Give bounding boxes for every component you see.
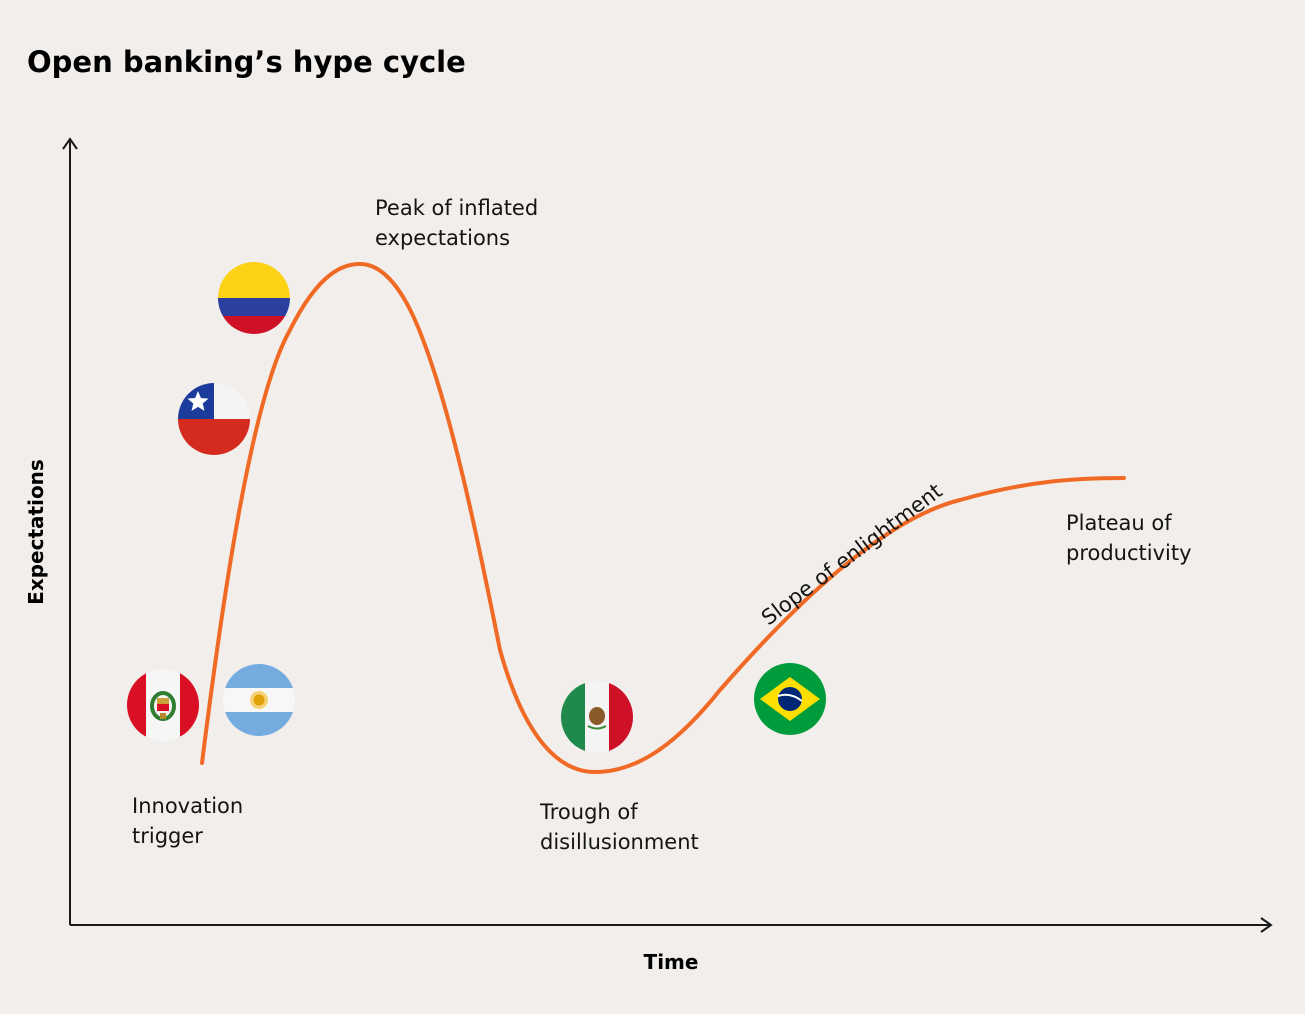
phase-peak-of-inflated-expectations: Peak of inflated expectations — [375, 196, 545, 250]
phase-trough-of-disillusionment: Trough of disillusionment — [539, 800, 699, 854]
x-axis-arrow-icon — [1260, 917, 1273, 933]
brazil-flag-icon — [754, 663, 826, 735]
mexico-flag-icon — [561, 681, 633, 753]
phase-slope-of-enlightenment: Slope of enlightment — [757, 479, 947, 630]
x-axis-label: Time — [644, 950, 699, 974]
y-axis-arrow-icon — [62, 137, 78, 150]
argentina-flag-icon — [223, 664, 295, 736]
colombia-flag-icon — [218, 262, 290, 334]
chile-flag-icon — [178, 383, 250, 455]
hype-curve — [200, 261, 1126, 775]
peru-flag-icon — [127, 669, 199, 741]
page-title: Open banking’s hype cycle — [27, 45, 466, 79]
y-axis — [62, 137, 78, 925]
x-axis — [70, 917, 1273, 933]
phase-plateau-of-productivity: Plateau of productivity — [1066, 511, 1192, 565]
y-axis-label: Expectations — [24, 459, 48, 605]
phase-innovation-trigger: Innovation trigger — [132, 794, 250, 848]
